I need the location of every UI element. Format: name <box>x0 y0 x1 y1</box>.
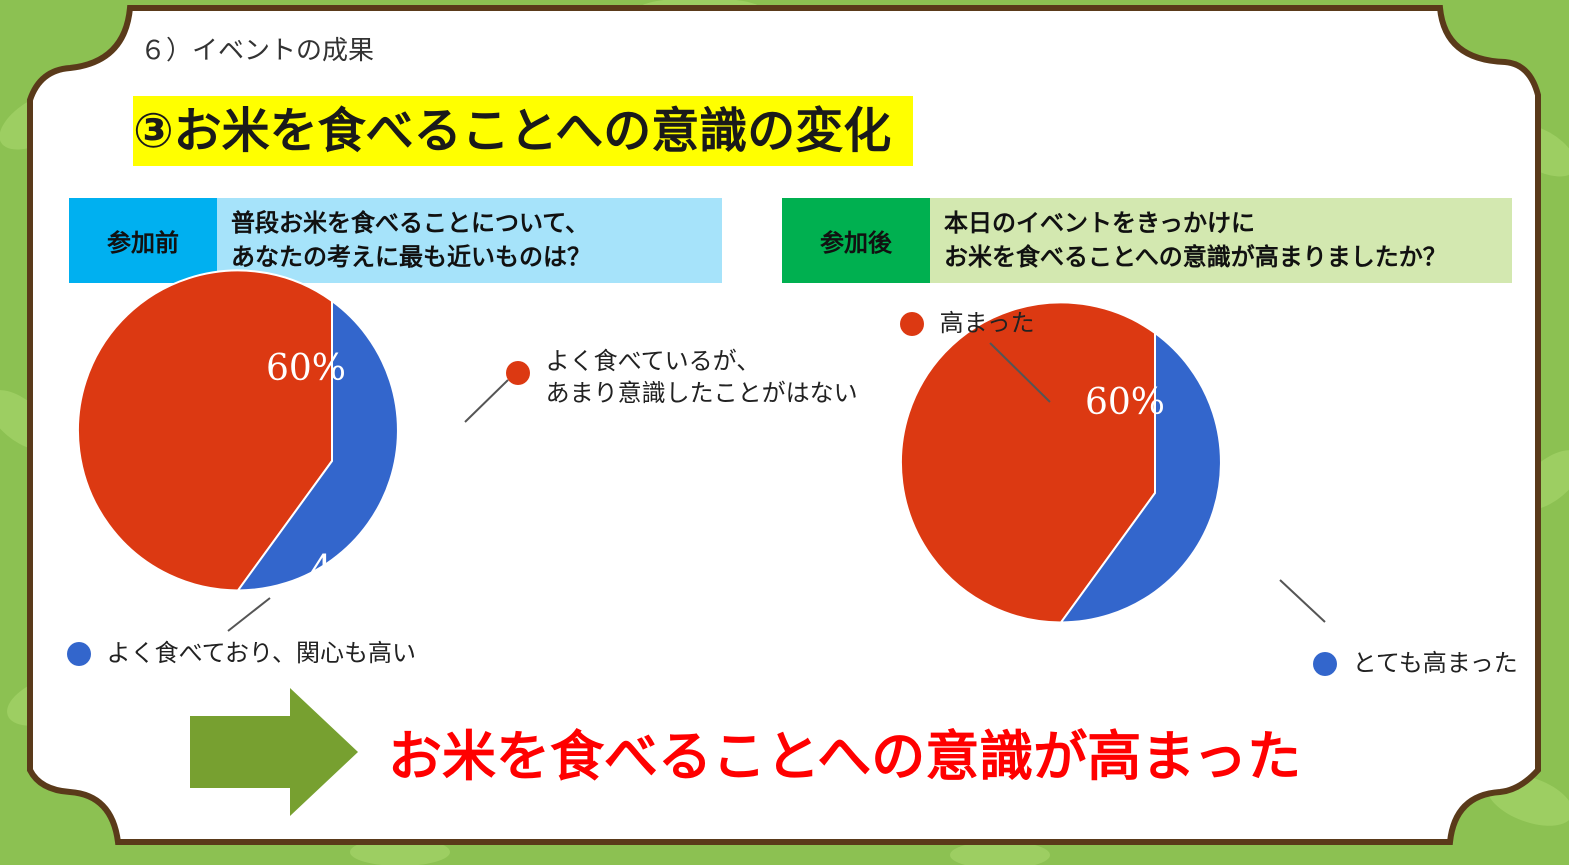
pie-before-slice-0 <box>76 269 333 592</box>
legend-dot-red-icon <box>900 312 924 336</box>
legend-before-red: よく食べているが、 あまり意識したことがはない <box>506 345 858 409</box>
legend-before-blue-label: よく食べており、関心も高い <box>106 639 416 667</box>
pie-after-slice-1-label: 40% <box>1142 587 1222 628</box>
legend-dot-blue-icon <box>1313 652 1337 676</box>
legend-after-blue-label: とても高まった <box>1352 649 1518 677</box>
legend-after-blue: とても高まった <box>1313 647 1518 679</box>
legend-before-blue: よく食べており、関心も高い <box>67 637 416 669</box>
legend-after-red-label: 高まった <box>939 309 1035 337</box>
pie-chart-after: 60% 40% <box>899 301 1222 628</box>
before-question-line1: 普段お米を食べることについて、 <box>231 209 590 237</box>
legend-before-red-line2: あまり意識したことがはない <box>545 379 858 407</box>
leader-line-before-blue <box>227 597 271 632</box>
after-question: 本日のイベントをきっかけに お米を食べることへの意識が高まりましたか？ <box>930 198 1512 283</box>
leader-line-before-red <box>464 379 509 423</box>
pie-chart-before: 60% 40% <box>76 269 399 592</box>
section-label: ６）イベントの成果 <box>140 36 375 66</box>
legend-after-red: 高まった <box>900 307 1035 339</box>
leader-line-after-blue <box>1279 579 1326 623</box>
legend-before-red-line1: よく食べているが、 <box>545 347 761 375</box>
after-tag: 参加後 <box>782 198 930 283</box>
pie-after-slice-1 <box>1058 331 1222 624</box>
legend-dot-blue-icon <box>67 642 91 666</box>
before-question-box: 参加前 普段お米を食べることについて、 あなたの考えに最も近いものは？ <box>69 198 722 283</box>
arrow-right-icon <box>190 688 358 816</box>
conclusion-text: お米を食べることへの意識が高まった <box>388 725 1302 788</box>
before-question: 普段お米を食べることについて、 あなたの考えに最も近いものは？ <box>217 198 722 283</box>
after-question-box: 参加後 本日のイベントをきっかけに お米を食べることへの意識が高まりましたか？ <box>782 198 1512 283</box>
before-tag: 参加前 <box>69 198 217 283</box>
pie-before-slice-1 <box>235 299 399 592</box>
after-question-line2: お米を食べることへの意識が高まりましたか？ <box>944 243 1447 271</box>
pie-before-slice-1-label: 40% <box>310 549 390 590</box>
before-question-line2: あなたの考えに最も近いものは？ <box>231 243 591 271</box>
pie-after-slice-0-label: 60% <box>1085 382 1165 423</box>
after-question-line1: 本日のイベントをきっかけに <box>944 209 1256 237</box>
pie-before-slice-0-label: 60% <box>266 348 346 389</box>
legend-dot-red-icon <box>506 361 530 385</box>
pie-after-slice-0 <box>899 301 1156 624</box>
leader-line-after-red <box>989 342 1051 403</box>
main-title: ③お米を食べることへの意識の変化 <box>133 96 913 166</box>
